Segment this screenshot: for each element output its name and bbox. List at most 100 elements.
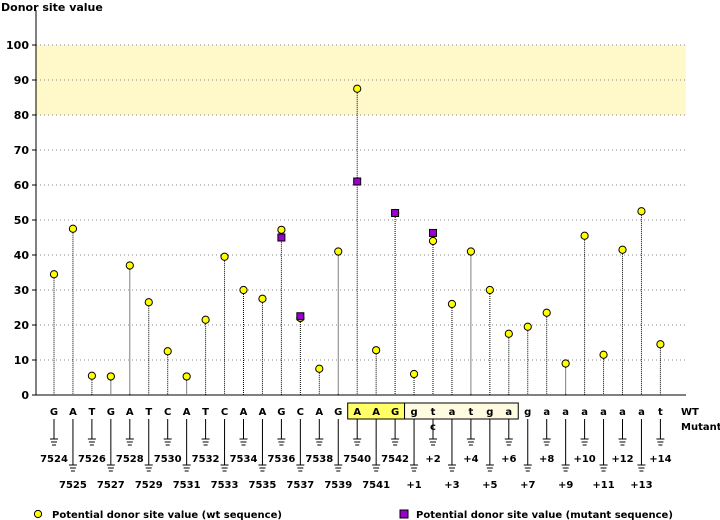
seq-letter-29: a [600,407,607,418]
wt-point-7 [182,372,191,381]
seq-letter-2: T [88,407,95,418]
row-label-mutant: Mutant [681,422,720,433]
wt-point-9 [220,252,229,261]
y-tick-label-30: 30 [14,284,30,297]
seq-letter-19: g [410,407,417,418]
ground-symbol-30 [618,438,627,446]
seq-letter-17: A [372,407,380,418]
ground-symbol-17 [372,464,381,472]
wt-point-1 [68,224,78,233]
seq-letter-20: t [431,407,436,418]
position-label-27: +9 [558,480,573,491]
wt-point-27 [561,359,570,368]
ground-symbol-4 [125,438,134,446]
ground-symbol-7 [182,464,191,472]
wt-point-19 [409,369,419,379]
seq-letter-14: A [315,407,323,418]
position-label-19: +1 [406,480,421,491]
y-tick-label-0: 0 [21,389,29,402]
seq-letter-3: G [107,407,115,418]
ground-symbol-5 [144,464,153,472]
ground-symbol-11 [258,464,267,472]
position-label-13: 7537 [286,480,314,491]
legend-mutant-label: Potential donor site value (mutant seque… [416,510,673,520]
ground-symbol-25 [523,464,532,472]
ground-symbol-14 [315,438,324,446]
seq-letter-24: a [505,407,512,418]
wt-point-23 [485,285,494,295]
seq-letter-18: G [391,407,399,418]
position-label-10: 7534 [230,454,258,465]
ground-symbol-21 [447,464,456,472]
mutant-point-4 [429,228,437,237]
seq-letter-12: G [277,407,285,418]
position-label-3: 7527 [97,480,125,491]
ground-symbol-27 [561,464,570,472]
wt-point-0 [49,270,59,279]
mutant-point-0 [277,233,286,242]
seq-letter-0: G [50,407,58,418]
wt-point-3 [106,372,115,381]
position-label-16: 7540 [343,454,371,465]
wt-point-12 [277,225,286,234]
position-label-31: +13 [630,480,652,491]
ground-symbol-15 [334,464,343,472]
position-label-1: 7525 [59,480,87,491]
ground-symbol-0 [50,438,58,446]
wt-point-32 [656,340,665,349]
seq-letter-9: C [221,407,228,418]
ground-symbol-1 [68,464,77,472]
position-label-15: 7539 [324,480,352,491]
position-label-8: 7532 [192,454,220,465]
position-label-28: +10 [573,454,595,465]
position-label-24: +6 [501,454,516,465]
y-axis-title: Donor site value [1,1,103,14]
seq-letter-26: a [543,407,550,418]
ground-symbol-3 [106,464,115,472]
seq-letter-28: a [581,407,588,418]
wt-point-4 [125,261,134,270]
ground-symbol-20 [429,438,437,446]
ground-symbol-31 [637,464,646,472]
seq-letter-27: a [562,407,569,418]
wt-point-30 [618,245,627,254]
position-label-29: +11 [592,480,614,491]
position-label-18: 7542 [381,454,409,465]
position-label-6: 7530 [154,454,182,465]
row-label-wt: WT [681,407,699,418]
ground-symbol-29 [599,464,608,472]
ground-symbol-26 [542,438,551,446]
wt-point-22 [466,247,475,256]
position-label-22: +4 [463,454,478,465]
legend-wt-label: Potential donor site value (wt sequence) [52,510,282,520]
wt-point-2 [87,371,97,380]
y-tick-label-40: 40 [14,249,30,262]
wt-point-16 [353,84,362,93]
position-label-12: 7536 [267,454,295,465]
position-label-9: 7533 [211,480,239,491]
wt-point-25 [523,322,532,331]
seq-letter-11: A [259,407,267,418]
position-label-7: 7531 [173,480,201,491]
y-tick-label-10: 10 [14,354,30,367]
seq-letter-23: g [486,407,493,418]
seq-letter-5: T [145,407,152,418]
seq-letter-16: A [353,407,361,418]
wt-point-20 [428,236,438,246]
seq-letter-15: G [334,407,342,418]
wt-point-24 [504,329,513,338]
legend-wt-marker [33,509,43,519]
ground-symbol-13 [296,464,305,472]
y-tick-label-60: 60 [14,179,30,192]
wt-point-21 [447,299,457,309]
ground-symbol-10 [239,438,248,446]
y-tick-label-20: 20 [14,319,30,332]
ground-symbol-19 [410,464,419,472]
y-tick-label-50: 50 [14,214,30,227]
seq-letter-13: C [297,407,304,418]
position-label-30: +12 [611,454,633,465]
position-label-20: +2 [425,454,440,465]
position-label-26: +8 [539,454,554,465]
ground-symbol-32 [656,438,665,446]
position-label-32: +14 [649,454,671,465]
